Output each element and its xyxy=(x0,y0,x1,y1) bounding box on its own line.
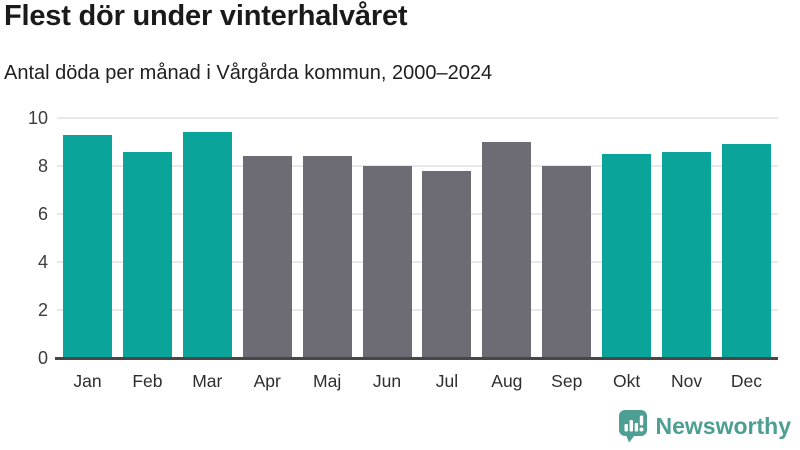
bar xyxy=(362,166,412,358)
x-axis-label: Sep xyxy=(551,371,583,391)
bar-column: Jan xyxy=(63,118,112,391)
y-axis-tick-label: 2 xyxy=(37,300,48,320)
gridline xyxy=(57,213,778,215)
bar xyxy=(302,156,352,358)
x-axis-label: Feb xyxy=(132,371,163,391)
bar xyxy=(422,170,472,358)
x-axis-label: Mar xyxy=(192,371,223,391)
bar-column: Sep xyxy=(542,118,592,391)
x-axis-label: Jul xyxy=(435,371,459,391)
bar-column: Aug xyxy=(482,118,532,391)
x-axis-label: Apr xyxy=(253,371,281,391)
plot-area: Jan Feb Mar Apr Maj Jun Jul Aug Sep Okt Nov Dec xyxy=(55,117,778,391)
newsworthy-logo-text: Newsworthy xyxy=(655,412,791,439)
gridline xyxy=(57,309,778,311)
bar xyxy=(721,144,771,358)
x-axis-line xyxy=(55,357,778,360)
bar-column: Feb xyxy=(122,118,172,391)
bar-column: Maj xyxy=(302,118,352,391)
gridline xyxy=(57,165,778,167)
bar-column: Jul xyxy=(422,118,472,391)
x-axis-label: Okt xyxy=(613,371,641,391)
bar xyxy=(242,156,292,358)
bar-column: Mar xyxy=(182,118,232,391)
y-axis-tick-label: 10 xyxy=(27,108,48,128)
bar-column: Jun xyxy=(362,118,412,391)
y-axis-labels: 0 2 4 6 8 10 xyxy=(0,108,48,368)
bar-column: Dec xyxy=(721,118,771,391)
bar-column: Okt xyxy=(602,118,652,391)
bar xyxy=(542,166,592,358)
bar xyxy=(63,134,112,358)
y-axis-tick-label: 4 xyxy=(37,252,48,272)
bar xyxy=(482,142,532,358)
x-axis-label: Jan xyxy=(73,371,102,391)
x-axis-label: Dec xyxy=(730,371,763,391)
bar-column: Apr xyxy=(242,118,292,391)
y-axis-tick-label: 6 xyxy=(37,204,48,224)
gridline xyxy=(57,117,778,119)
chart-title: Flest dör under vinterhalvåret xyxy=(4,0,408,32)
bar xyxy=(182,132,232,358)
bars: Jan Feb Mar Apr Maj Jun Jul Aug Sep Okt Nov Dec xyxy=(63,118,771,391)
x-axis-label: Jun xyxy=(372,371,402,391)
x-axis-label: Maj xyxy=(313,371,342,391)
bar-column: Nov xyxy=(662,118,712,391)
y-axis-tick-label: 8 xyxy=(37,156,48,176)
x-axis-label: Aug xyxy=(491,371,523,391)
branding: Newsworthy xyxy=(618,409,791,443)
chart-subtitle: Antal döda per månad i Vårgårda kommun, … xyxy=(4,62,493,84)
newsworthy-logo-icon xyxy=(618,410,647,443)
bar xyxy=(662,151,712,358)
gridline xyxy=(57,261,778,263)
x-axis-label: Nov xyxy=(671,371,703,391)
bar xyxy=(122,151,172,358)
bar xyxy=(602,154,652,358)
y-axis-tick-label: 0 xyxy=(37,348,48,368)
